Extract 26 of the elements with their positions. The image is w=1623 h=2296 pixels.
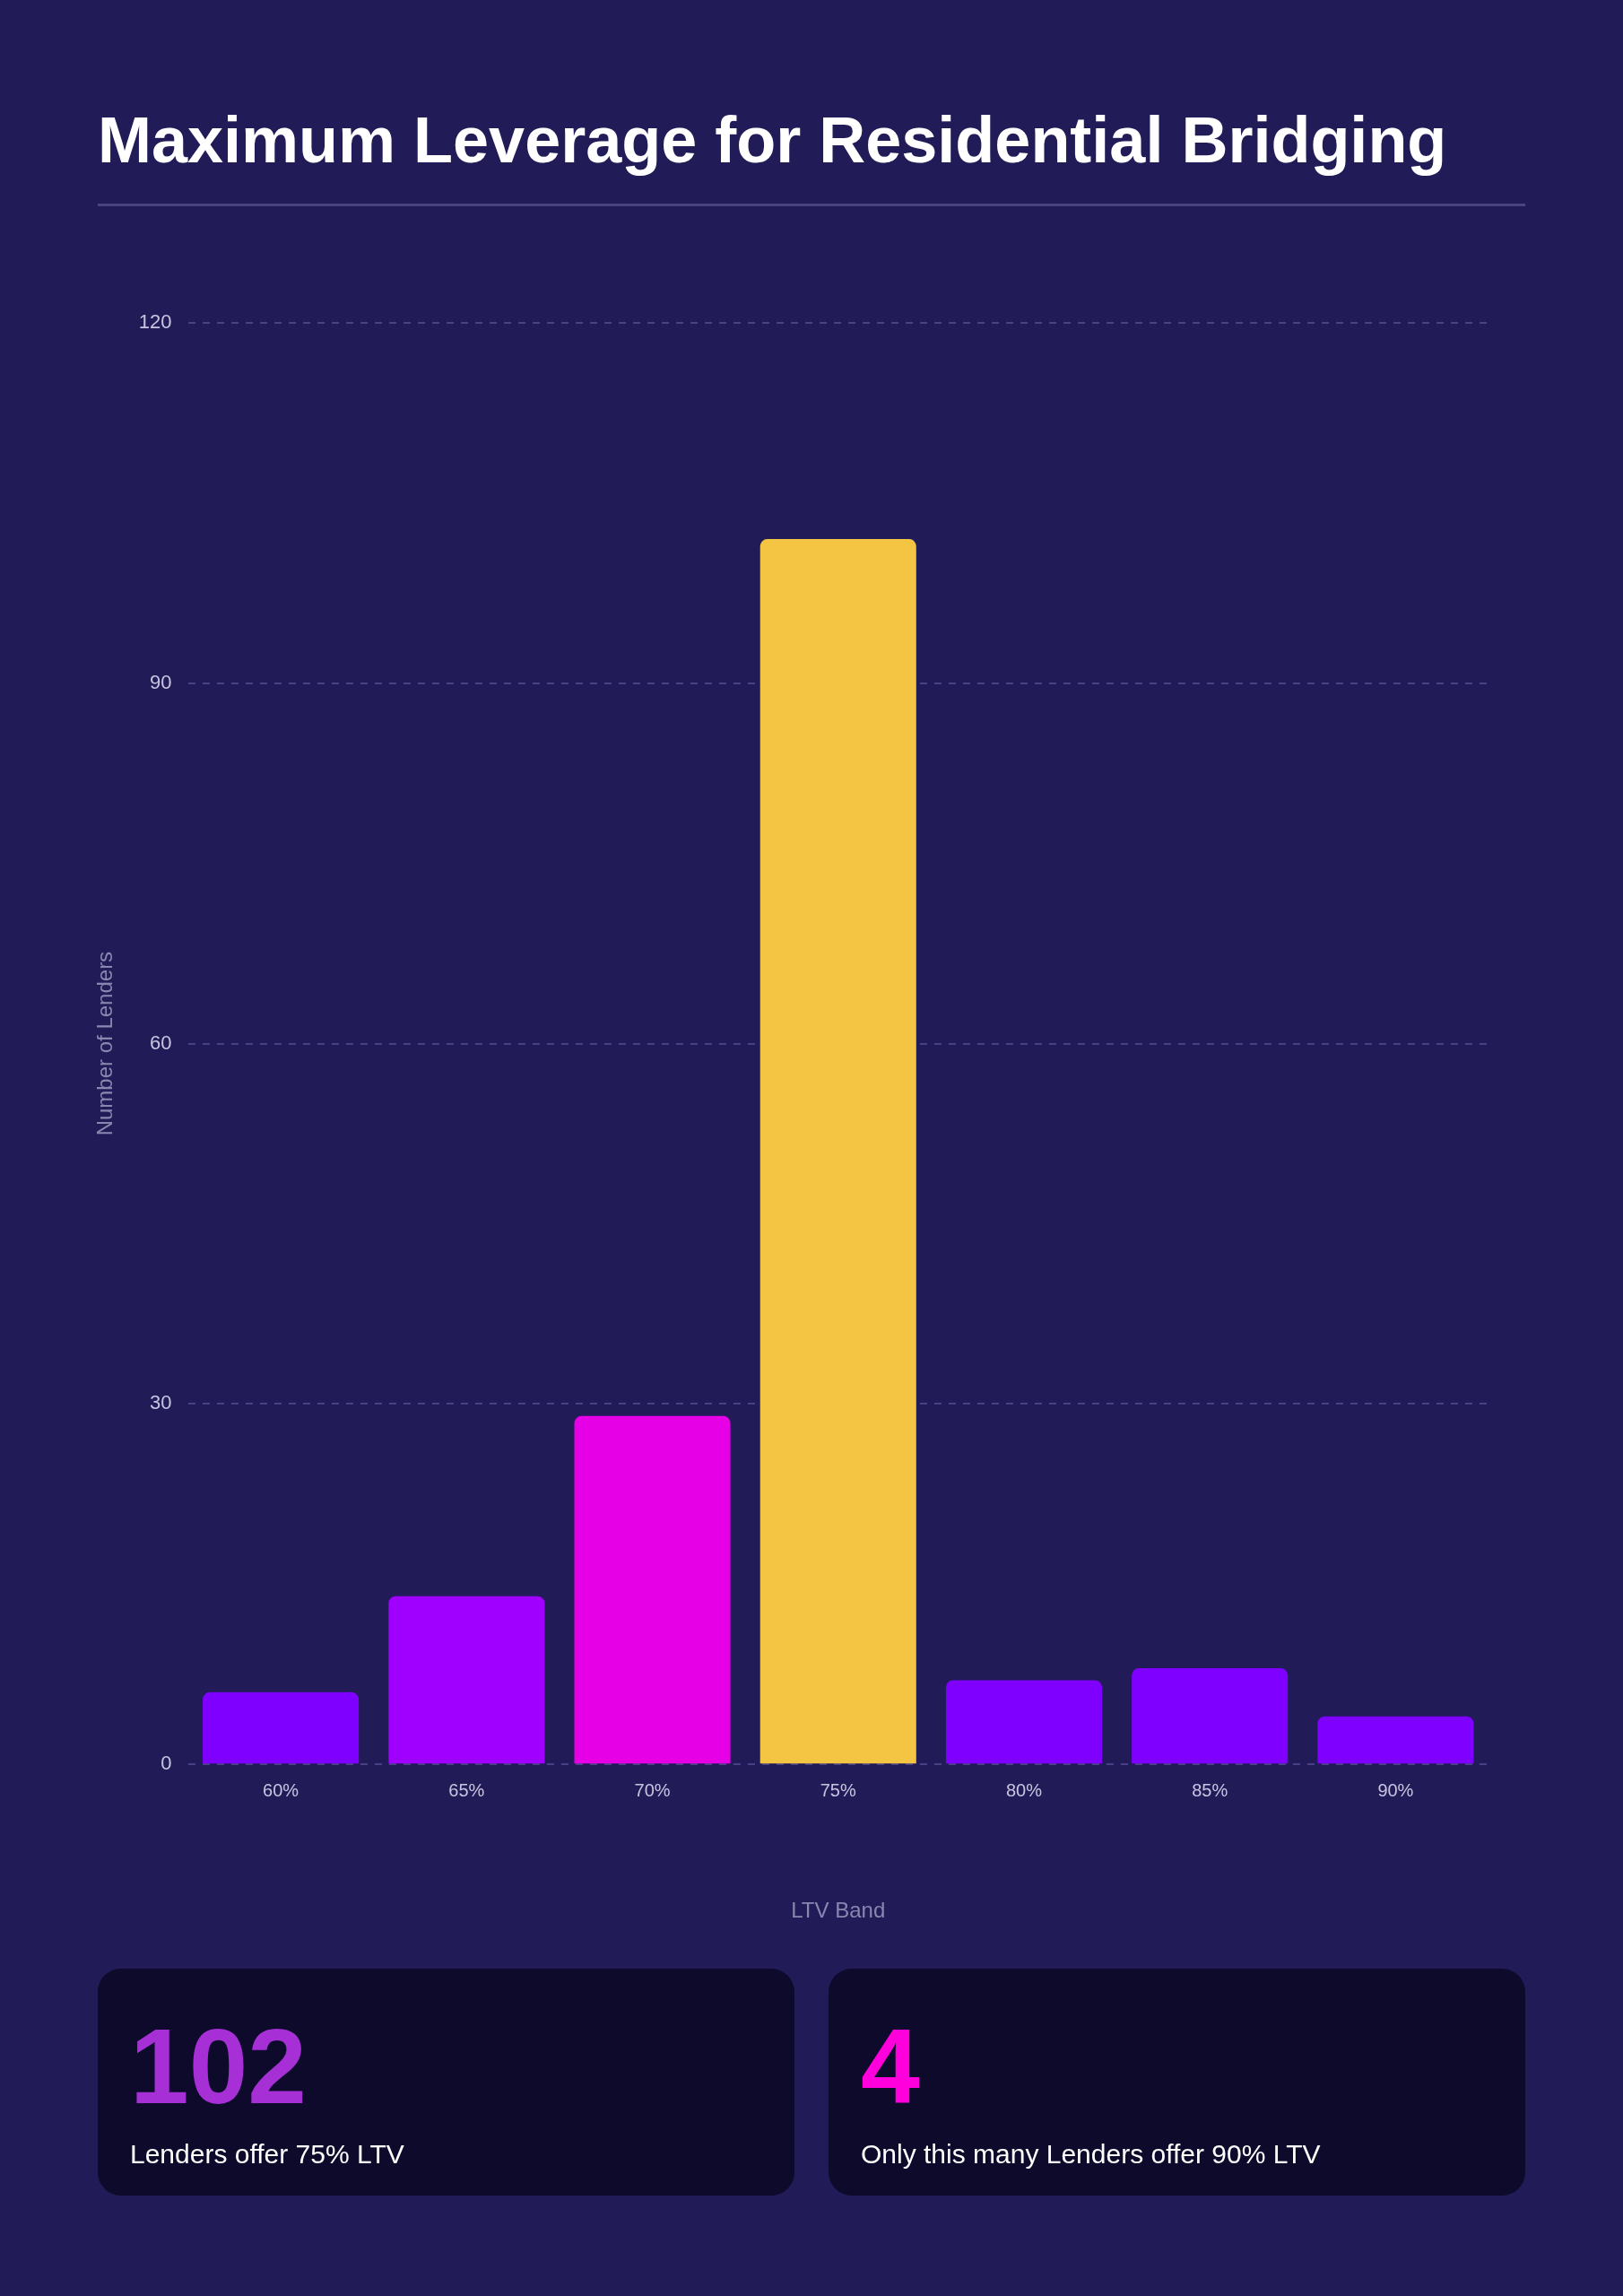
bar xyxy=(759,539,916,1764)
x-axis-title: LTV Band xyxy=(791,1898,886,1923)
text: Only this many Lenders offer 90% LTV xyxy=(861,2139,1322,2170)
bar xyxy=(203,1692,360,1764)
bar xyxy=(574,1415,731,1764)
bar xyxy=(945,1680,1102,1764)
x-tick-label: 75% xyxy=(820,1779,856,1800)
x-tick-label: 65% xyxy=(448,1779,485,1800)
y-tick-label: 120 xyxy=(138,310,172,334)
y-tick-label: 30 xyxy=(150,1391,172,1414)
x-tick-label: 80% xyxy=(1005,1779,1043,1800)
y-tick-label: 0 xyxy=(161,1752,172,1775)
x-tick-label: 60% xyxy=(263,1779,299,1800)
bar xyxy=(1317,1716,1474,1764)
chart-title: Maximum Leverage for Residential Bridging xyxy=(98,103,1447,177)
y-axis-title: Number of Lenders xyxy=(92,951,117,1136)
text: 102 xyxy=(130,2007,308,2126)
text: 4 xyxy=(861,2007,921,2126)
bar xyxy=(1132,1668,1289,1764)
y-tick-label: 60 xyxy=(150,1031,172,1054)
y-tick-label: 90 xyxy=(150,670,172,693)
x-tick-label: 70% xyxy=(634,1779,671,1800)
text: Lenders offer 75% LTV xyxy=(130,2139,405,2170)
x-tick-label: 90% xyxy=(1377,1779,1414,1800)
x-tick-label: 85% xyxy=(1192,1779,1228,1800)
bar xyxy=(388,1596,545,1764)
